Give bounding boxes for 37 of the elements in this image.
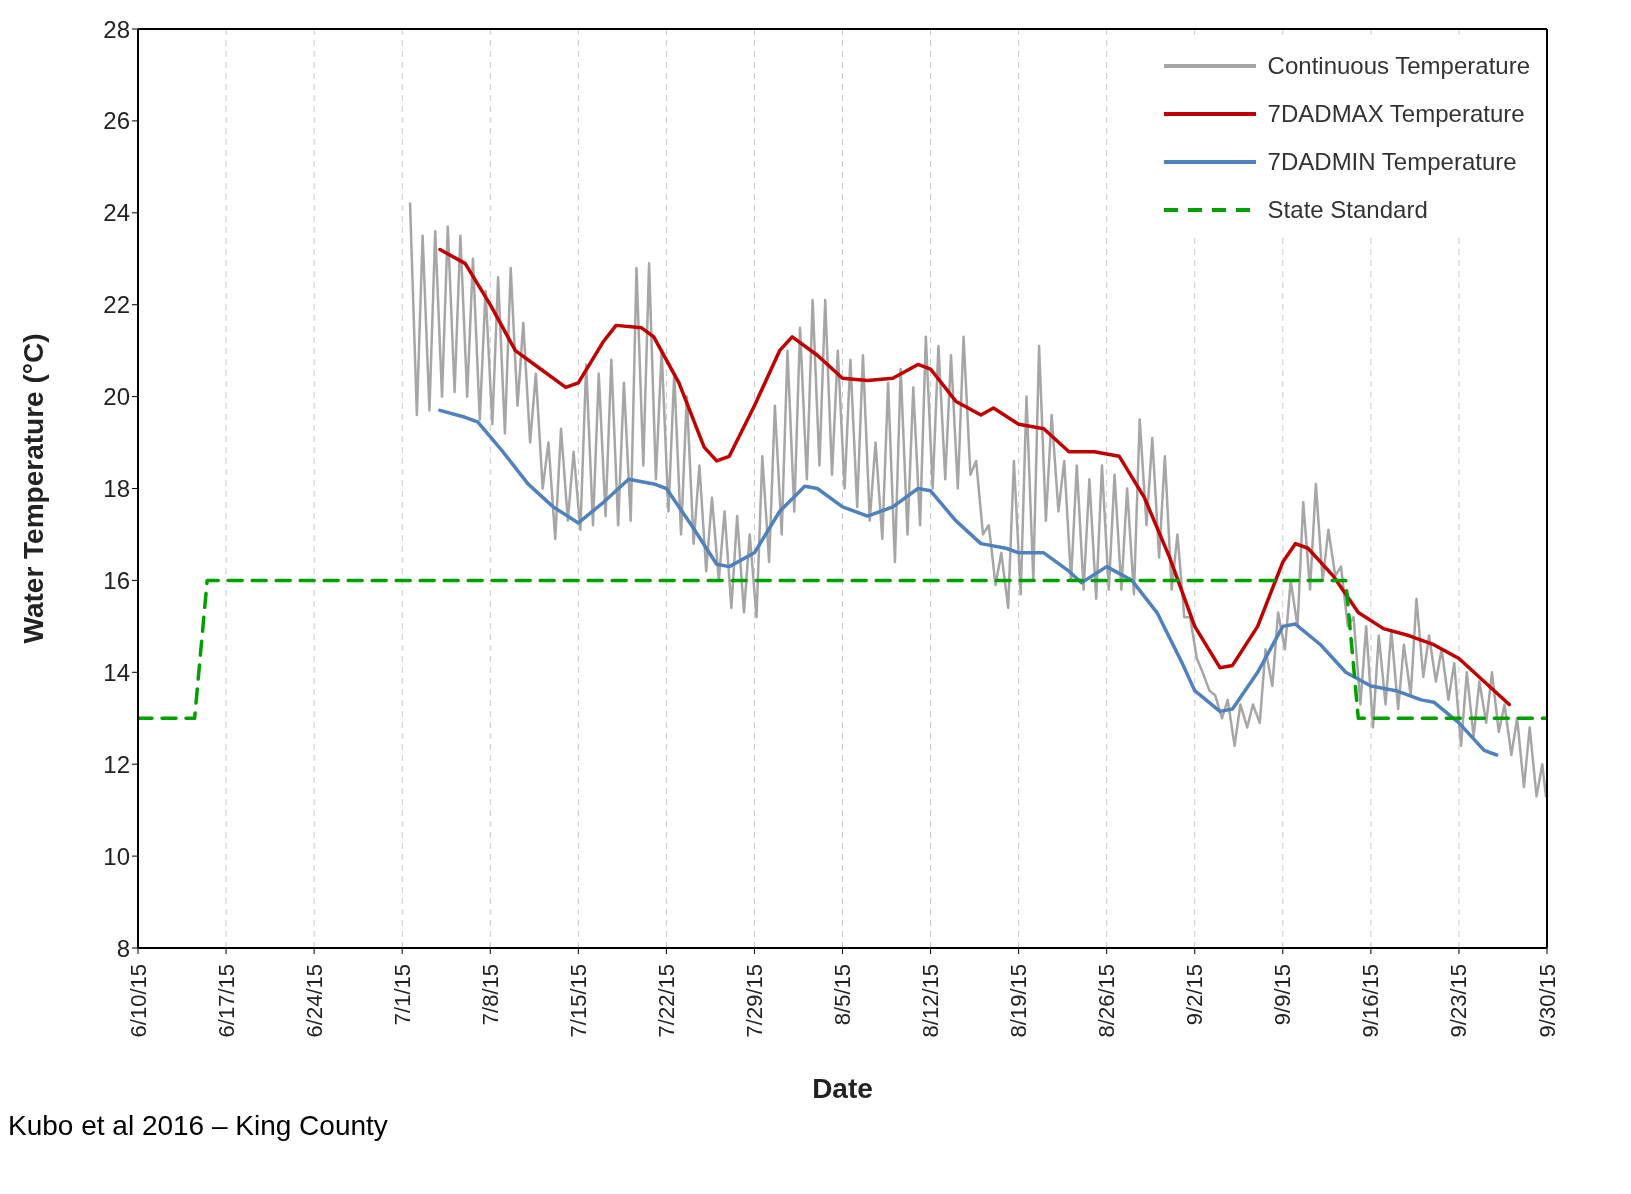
x-tick-label: 9/16/15 <box>1358 964 1384 1038</box>
x-tick-label: 7/22/15 <box>653 964 679 1038</box>
x-tick-label: 9/23/15 <box>1446 964 1472 1038</box>
line-series <box>438 247 1512 707</box>
x-tick-label: 7/15/15 <box>565 964 591 1038</box>
legend-label: 7DADMIN Temperature <box>1267 148 1517 176</box>
x-tick-label: 8/12/15 <box>918 964 944 1038</box>
x-tick-label: 6/24/15 <box>301 964 327 1038</box>
legend-label: 7DADMAX Temperature <box>1267 100 1525 128</box>
line-series <box>438 408 1499 757</box>
x-tick-label: 9/9/15 <box>1270 964 1296 1026</box>
x-axis-title: Date <box>812 1073 873 1104</box>
legend-label: Continuous Temperature <box>1267 52 1530 80</box>
x-tick-label: 7/1/15 <box>389 964 415 1026</box>
text: Kubo et al 2016 – King County <box>8 1110 389 1142</box>
y-tick-label: 26 <box>103 107 130 135</box>
y-tick-label: 20 <box>103 383 130 411</box>
x-tick-label: 8/5/15 <box>830 964 855 1026</box>
y-tick-label: 14 <box>103 658 130 686</box>
y-tick-label: 28 <box>103 15 130 43</box>
x-tick-label: 9/2/15 <box>1182 964 1208 1026</box>
y-tick-label: 10 <box>103 842 130 870</box>
y-tick-label: 12 <box>103 750 130 778</box>
y-tick-label: 16 <box>103 566 130 594</box>
y-tick-label: 18 <box>103 475 130 503</box>
y-tick-label: 24 <box>103 199 130 227</box>
x-tick-label: 6/10/15 <box>125 964 151 1038</box>
legend-label: State Standard <box>1267 196 1428 224</box>
y-tick-label: 22 <box>103 291 130 319</box>
x-tick-label: 7/29/15 <box>741 964 767 1038</box>
x-tick-label: 8/26/15 <box>1094 964 1120 1038</box>
y-axis-title: Water Temperature (°C) <box>17 333 49 644</box>
x-tick-label: 7/8/15 <box>477 964 503 1026</box>
x-tick-label: 8/19/15 <box>1006 964 1032 1038</box>
y-tick-label: 8 <box>116 934 130 962</box>
x-tick-label: 9/30/15 <box>1534 964 1560 1038</box>
x-tick-label: 6/17/15 <box>213 964 239 1038</box>
